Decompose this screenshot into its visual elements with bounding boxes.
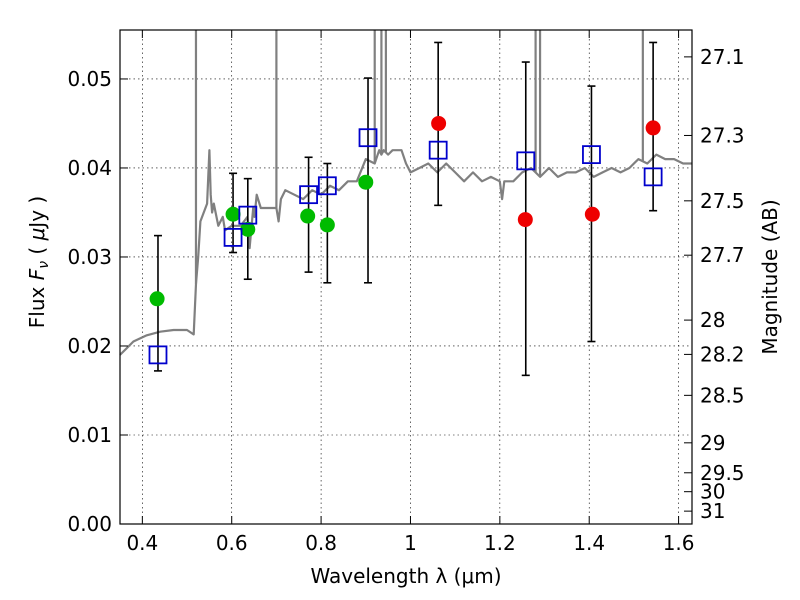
- y2-tick-label: 28.5: [700, 383, 745, 407]
- y-axis-label: Flux Fν ( μJy ): [25, 196, 52, 328]
- x-tick-label: 0.4: [126, 531, 158, 555]
- red-circle-marker: [584, 206, 600, 222]
- y2-tick-label: 27.3: [700, 123, 745, 147]
- x-tick-label: 0.8: [305, 531, 337, 555]
- y2-tick-label: 29.5: [700, 461, 745, 485]
- y2-tick-label: 27.1: [700, 45, 745, 69]
- blue-square-marker: [643, 167, 663, 187]
- x-tick-label: 1: [404, 531, 417, 555]
- green-circle-marker: [149, 291, 165, 307]
- y-tick-label: 0.03: [67, 245, 112, 269]
- blue-square-marker: [223, 227, 243, 247]
- blue-square-marker: [358, 128, 378, 148]
- y2-axis-label: Magnitude (AB): [758, 199, 782, 354]
- blue-square-marker: [428, 140, 448, 160]
- model-spectrum: [119, 30, 692, 356]
- y-tick-label: 0.00: [67, 512, 112, 536]
- red-circle-marker: [517, 212, 533, 228]
- x-tick-label: 0.6: [216, 531, 248, 555]
- x-tick-label: 1.2: [484, 531, 516, 555]
- plot-frame: [119, 29, 693, 525]
- y2-tick-label: 29: [700, 431, 725, 455]
- data-markers: [148, 115, 663, 365]
- y2-tick-label: 28.2: [700, 342, 745, 366]
- y-tick-label: 0.01: [67, 423, 112, 447]
- y2-tick-label: 30: [700, 480, 725, 504]
- blue-square-marker: [148, 345, 168, 365]
- blue-square-marker: [299, 185, 318, 205]
- x-tick-label: 1.4: [573, 531, 605, 555]
- x-tick-label: 1.6: [663, 531, 695, 555]
- green-circle-marker: [240, 221, 256, 237]
- y2-tick-label: 27.7: [700, 243, 745, 267]
- red-circle-marker: [645, 120, 661, 136]
- green-circle-marker: [225, 206, 241, 222]
- y2-tick-label: 27.5: [700, 189, 745, 213]
- green-circle-marker: [300, 208, 316, 224]
- y-tick-label: 0.04: [67, 156, 112, 180]
- red-circle-marker: [431, 115, 447, 131]
- model-spectrum-line: [119, 149, 692, 356]
- blue-square-marker: [516, 151, 536, 171]
- y2-tick-label: 31: [700, 499, 725, 523]
- green-circle-marker: [319, 217, 335, 233]
- blue-square-marker: [582, 145, 601, 165]
- x-axis-label: Wavelength λ (μm): [310, 564, 501, 588]
- blue-square-marker: [238, 205, 258, 225]
- y2-tick-label: 28: [700, 308, 725, 332]
- green-circle-marker: [358, 174, 374, 190]
- blue-square-marker: [317, 176, 337, 196]
- plot-background: [120, 30, 692, 524]
- y-tick-label: 0.02: [67, 334, 112, 358]
- y-tick-label: 0.05: [67, 67, 112, 91]
- axis-ticks: 0.4 0.6 0.8 1 1.2 1.4 1.6 0.00 0.01 0.02 0.03 0.04 0…: [67, 30, 745, 555]
